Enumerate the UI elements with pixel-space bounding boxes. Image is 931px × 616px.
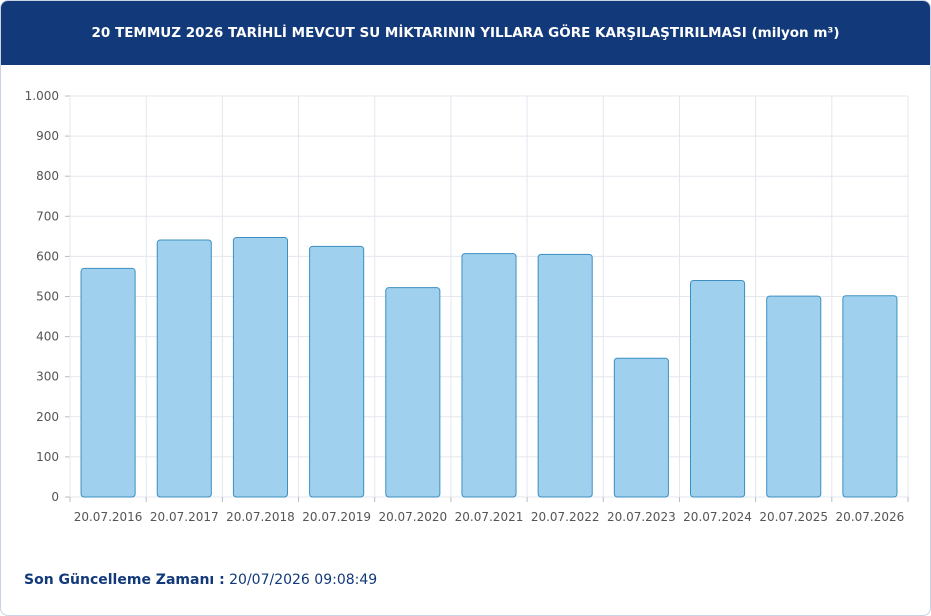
x-tick-label: 20.07.2024 — [683, 510, 752, 524]
chart-area: 0 100 200 300 400 500 600 700 800 900 1.000 20.07.… — [1, 65, 930, 545]
x-tick-label: 20.07.2021 — [455, 510, 524, 524]
bars — [80, 237, 898, 498]
y-tick-label: 100 — [36, 450, 59, 464]
bar-20.07.2019[interactable] — [309, 245, 365, 498]
y-tick-label: 600 — [36, 249, 59, 263]
y-axis-ticks: 0 100 200 300 400 500 600 700 800 900 1.000 — [25, 89, 59, 504]
y-tick-label: 800 — [36, 169, 59, 183]
bar-20.07.2024[interactable] — [690, 279, 746, 498]
y-tick-label: 900 — [36, 129, 59, 143]
last-update-label: Son Güncelleme Zamanı : — [24, 572, 225, 588]
x-tick-label: 20.07.2019 — [302, 510, 371, 524]
bar-20.07.2018[interactable] — [232, 237, 288, 498]
x-tick-label: 20.07.2017 — [150, 510, 219, 524]
y-tick-label: 300 — [36, 370, 59, 384]
bar-20.07.2021[interactable] — [461, 253, 517, 498]
x-tick-label: 20.07.2026 — [836, 510, 905, 524]
y-tick-label: 200 — [36, 410, 59, 424]
bar-20.07.2025[interactable] — [766, 295, 822, 498]
bar-20.07.2020[interactable] — [385, 287, 441, 498]
x-tick-label: 20.07.2018 — [226, 510, 295, 524]
y-tick-label: 700 — [36, 209, 59, 223]
bar-chart: 0 100 200 300 400 500 600 700 800 900 1.000 20.07.… — [25, 89, 909, 524]
last-update: Son Güncelleme Zamanı : 20/07/2026 09:08… — [24, 572, 377, 588]
x-axis-ticks: 20.07.2016 20.07.2017 20.07.2018 20.07.2019… — [74, 510, 905, 524]
chart-title: 20 TEMMUZ 2026 TARİHLİ MEVCUT SU MİKTARI… — [91, 25, 840, 41]
y-tick-label: 1.000 — [25, 89, 59, 103]
bar-20.07.2026[interactable] — [842, 295, 898, 498]
x-tick-label: 20.07.2020 — [378, 510, 447, 524]
x-tick-label: 20.07.2022 — [531, 510, 600, 524]
y-tick-label: 400 — [36, 330, 59, 344]
bar-20.07.2017[interactable] — [156, 239, 212, 498]
y-tick-label: 0 — [51, 490, 59, 504]
bar-20.07.2016[interactable] — [80, 267, 136, 498]
x-tick-label: 20.07.2025 — [759, 510, 828, 524]
x-tick-label: 20.07.2016 — [74, 510, 143, 524]
bar-20.07.2022[interactable] — [537, 253, 593, 498]
last-update-value: 20/07/2026 09:08:49 — [229, 572, 378, 588]
y-tick-label: 500 — [36, 290, 59, 304]
bar-20.07.2023[interactable] — [613, 357, 669, 498]
chart-header: 20 TEMMUZ 2026 TARİHLİ MEVCUT SU MİKTARI… — [1, 1, 930, 65]
x-tick-label: 20.07.2023 — [607, 510, 676, 524]
